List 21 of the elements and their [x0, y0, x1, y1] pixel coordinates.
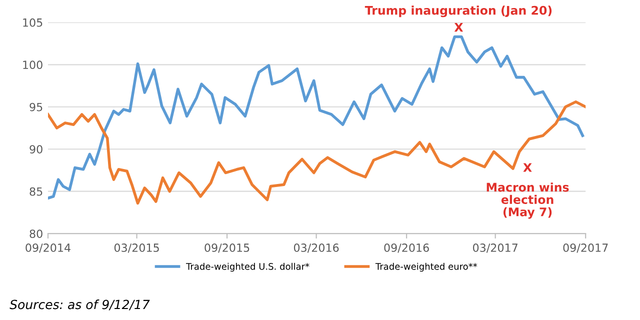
x-tick-label: 09/2014 — [26, 244, 70, 253]
line-series — [48, 100, 586, 205]
x-tick-label: 09/2017 — [563, 244, 608, 253]
legend-label: Trade-weighted euro** — [375, 262, 478, 272]
annotation: X — [523, 163, 532, 172]
y-tick-label: 105 — [23, 18, 42, 27]
annotation: X — [454, 22, 464, 32]
x-tick-label: 09/2015 — [204, 244, 250, 253]
x-tick-label: 09/2016 — [384, 244, 429, 253]
text: Trump inauguration (Jan 20) — [364, 6, 552, 18]
x-tick-label: 03/2017 — [473, 244, 518, 253]
source-note: Sources: as of 9/12/17 — [10, 300, 150, 310]
annotation: Macron wins election (May 7) — [486, 182, 569, 219]
y-tick-label: 80 — [30, 230, 42, 238]
y-tick-label: 85 — [30, 187, 42, 196]
x-tick-label: 03/2015 — [114, 244, 159, 253]
x-tick-label: 03/2016 — [294, 244, 339, 253]
y-tick-label: 90 — [30, 145, 42, 154]
y-tick-label: 100 — [23, 60, 42, 70]
legend-label: Trade-weighted U.S. dollar* — [186, 262, 310, 272]
y-tick-label: 95 — [30, 102, 42, 112]
